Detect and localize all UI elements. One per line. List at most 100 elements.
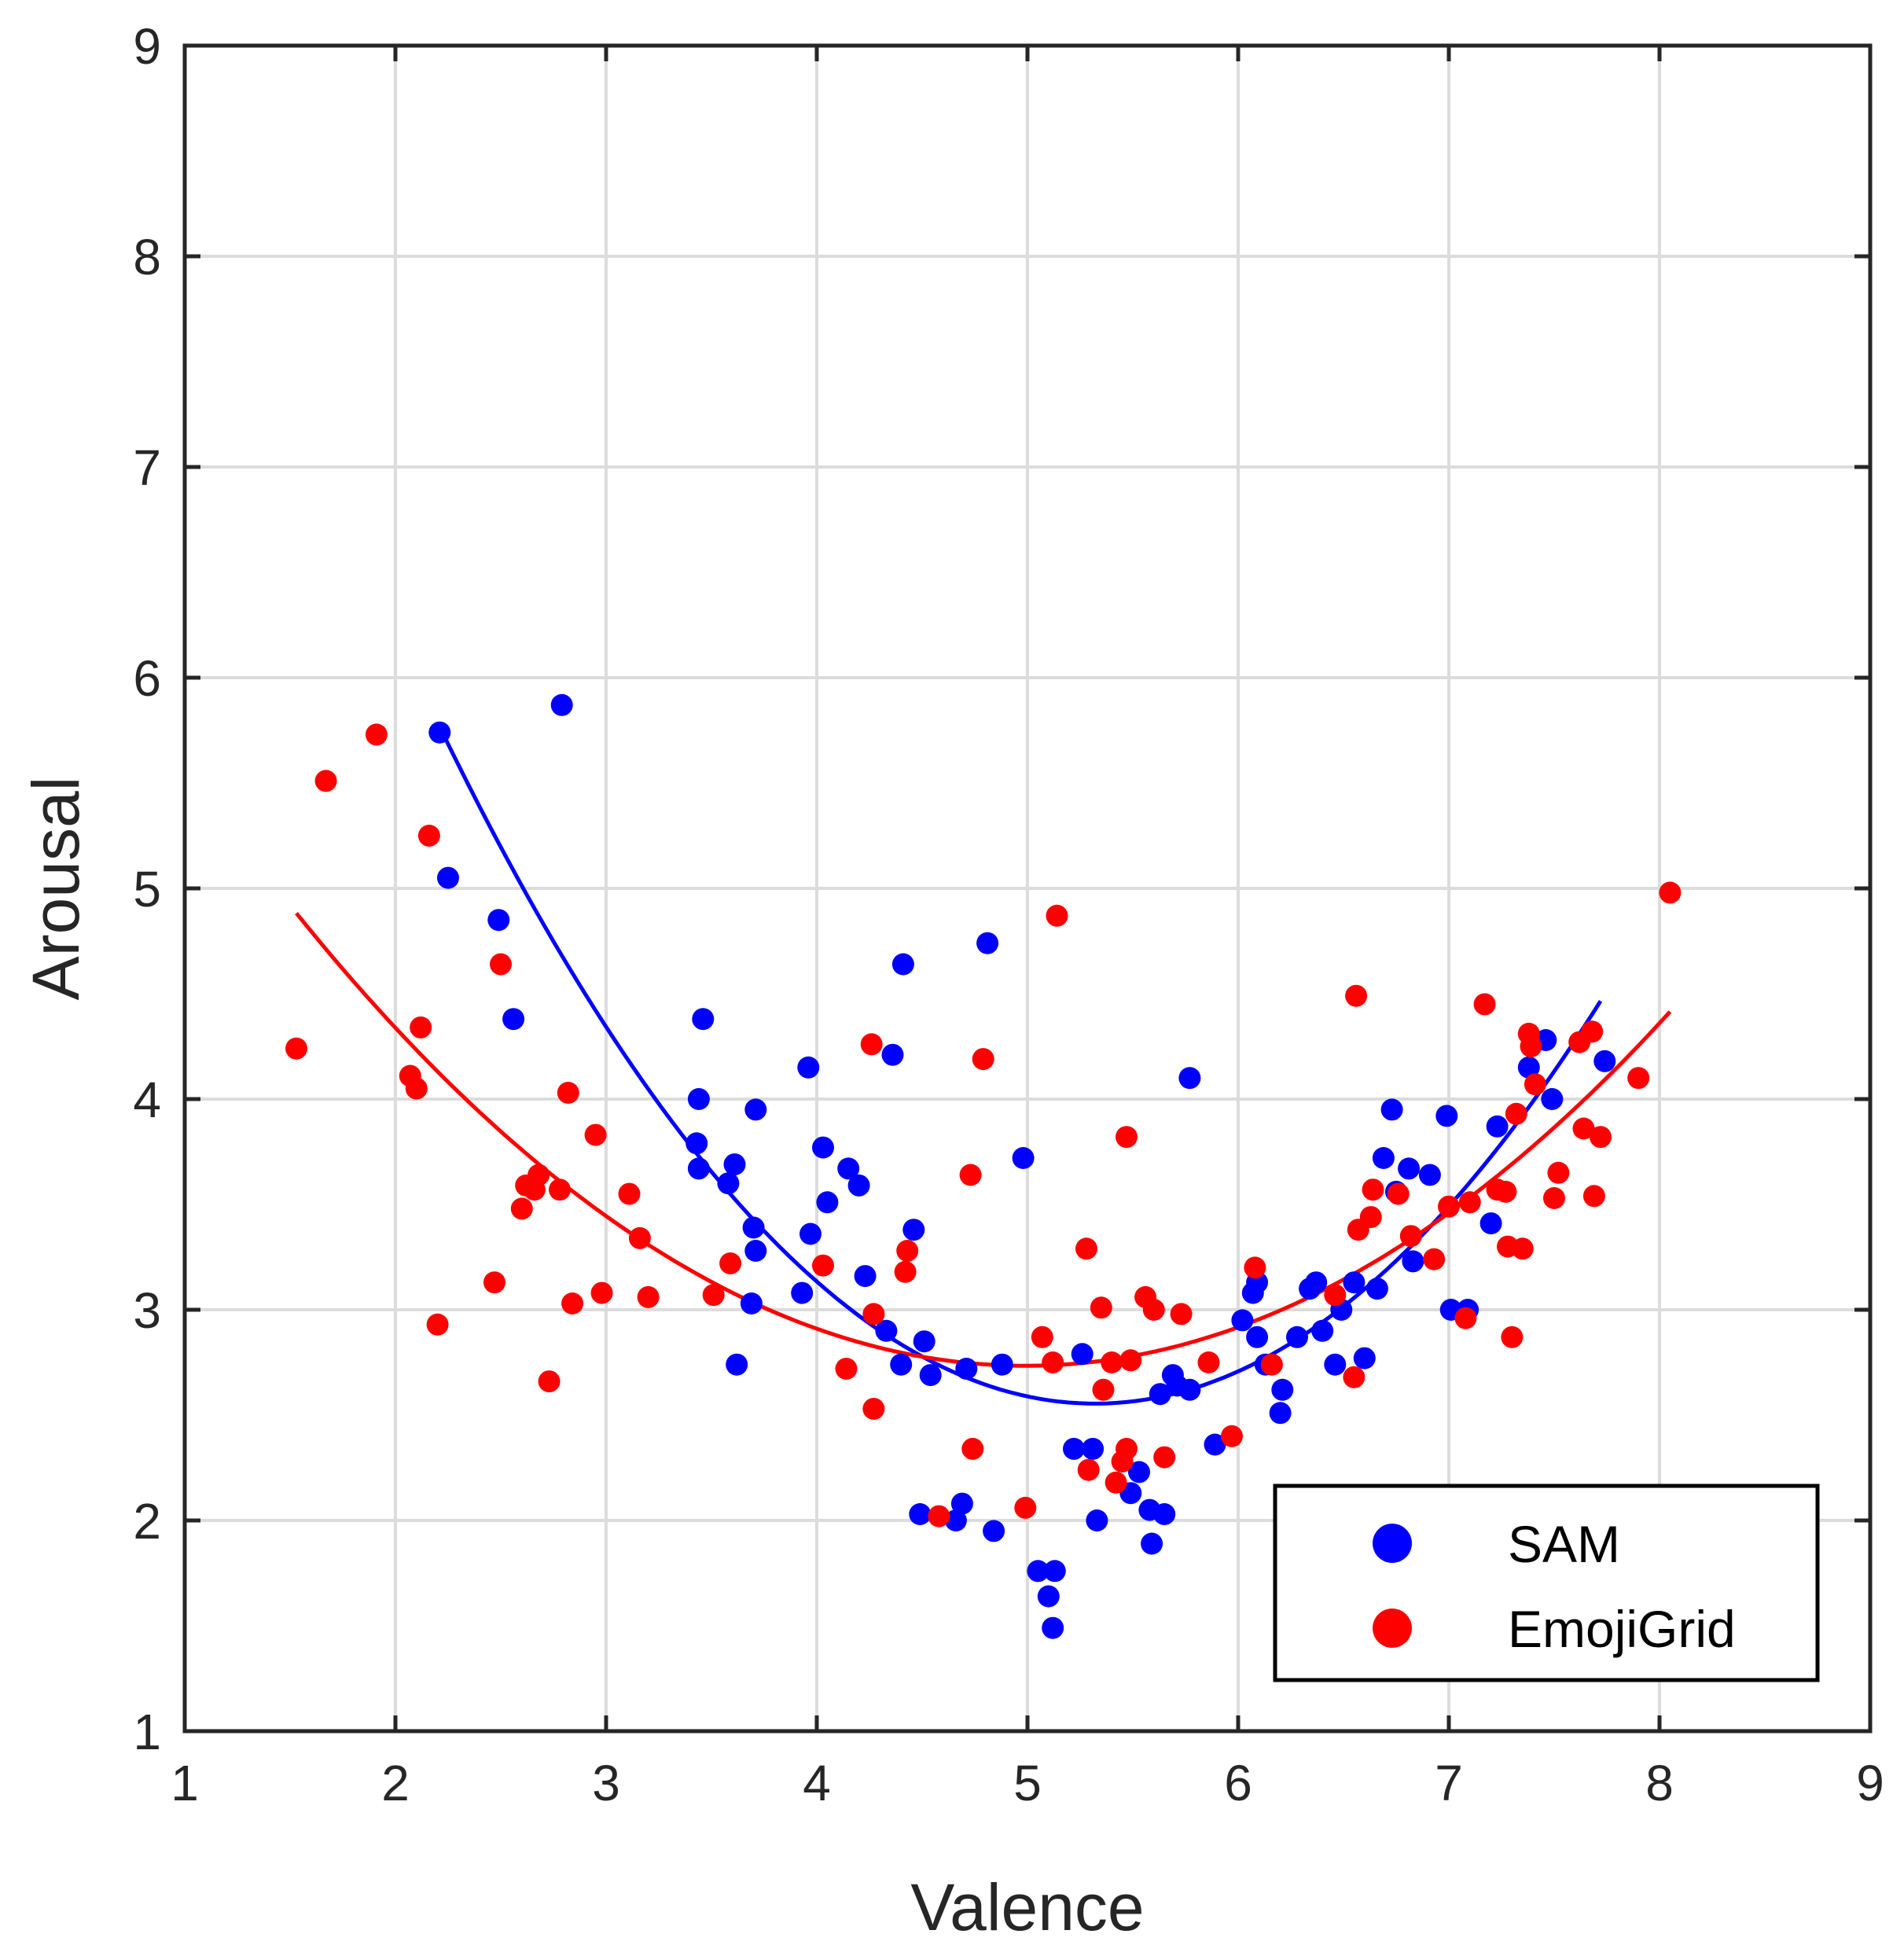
data-point-sam: [1479, 1212, 1502, 1235]
data-point-sam: [847, 1174, 870, 1197]
data-point-emojigrid: [538, 1370, 561, 1393]
data-point-emojigrid: [618, 1182, 641, 1205]
data-point-emojigrid: [628, 1226, 651, 1249]
data-point-sam: [1012, 1147, 1035, 1169]
fit-curve-emojigrid: [295, 912, 1672, 1368]
y-axis-label: Arousal: [19, 777, 93, 1001]
data-point-emojigrid: [894, 1260, 917, 1283]
data-point-sam: [1178, 1378, 1201, 1401]
y-tick-label: 2: [133, 1493, 161, 1550]
data-point-emojigrid: [1473, 993, 1496, 1016]
legend-box: [1273, 1484, 1820, 1682]
x-axis-label: Valence: [910, 1870, 1144, 1944]
data-point-sam: [1311, 1319, 1334, 1342]
fit-curves: [295, 726, 1672, 1406]
data-point-emojigrid: [1260, 1353, 1283, 1376]
data-point-sam: [1178, 1067, 1201, 1090]
data-point-emojigrid: [1359, 1206, 1382, 1229]
data-point-sam: [1324, 1353, 1347, 1376]
data-point-sam: [1372, 1147, 1395, 1169]
data-point-emojigrid: [1014, 1496, 1037, 1519]
data-point-sam: [1486, 1115, 1509, 1138]
data-point-sam: [1398, 1157, 1421, 1180]
data-point-emojigrid: [490, 953, 512, 976]
data-point-emojigrid: [928, 1505, 950, 1528]
data-point-emojigrid: [1572, 1117, 1595, 1140]
data-point-sam: [891, 953, 914, 976]
data-point-sam: [913, 1330, 935, 1353]
data-point-emojigrid: [1075, 1237, 1097, 1260]
data-point-sam: [797, 1056, 820, 1079]
data-point-sam: [1204, 1433, 1226, 1456]
data-point-sam: [1517, 1056, 1540, 1079]
data-point-emojigrid: [702, 1284, 725, 1307]
data-point-emojigrid: [1438, 1195, 1460, 1218]
data-point-emojigrid: [896, 1240, 919, 1262]
data-point-emojigrid: [365, 723, 388, 746]
data-point-emojigrid: [285, 1037, 307, 1060]
data-point-sam: [875, 1319, 898, 1342]
x-tick-labels: 1 2 3 4 5 6 7 8 9: [171, 1755, 1884, 1811]
data-point-emojigrid: [1244, 1256, 1266, 1279]
data-point-sam: [723, 1153, 746, 1176]
data-point-emojigrid: [1659, 881, 1682, 904]
legend: SAM EmojiGrid: [1273, 1484, 1820, 1682]
data-point-emojigrid: [1362, 1178, 1384, 1201]
data-point-sam: [1271, 1378, 1294, 1401]
data-point-sam: [991, 1353, 1013, 1376]
data-point-sam: [1153, 1503, 1176, 1525]
data-point-sam: [1380, 1098, 1403, 1121]
data-point-emojigrid: [1142, 1299, 1165, 1321]
x-tick-label: 9: [1856, 1755, 1884, 1811]
data-point-sam: [1149, 1383, 1171, 1406]
data-point-sam: [687, 1157, 710, 1180]
y-tick-label: 3: [133, 1282, 161, 1339]
data-point-emojigrid: [314, 770, 337, 792]
data-point-emojigrid: [1454, 1307, 1477, 1329]
legend-marker-emojigrid: [1373, 1609, 1412, 1648]
data-point-sam: [976, 932, 999, 954]
data-point-emojigrid: [1046, 904, 1068, 927]
data-point-emojigrid: [1170, 1303, 1193, 1325]
data-point-emojigrid: [510, 1197, 533, 1220]
data-point-sam: [1246, 1325, 1269, 1348]
data-point-sam: [812, 1136, 834, 1159]
data-point-emojigrid: [1399, 1225, 1422, 1248]
data-point-emojigrid: [1581, 1020, 1604, 1043]
data-point-sam: [1343, 1271, 1366, 1294]
data-point-emojigrid: [561, 1292, 584, 1314]
data-point-emojigrid: [584, 1123, 607, 1146]
data-point-sam: [955, 1358, 978, 1380]
data-point-sam: [1353, 1347, 1376, 1370]
x-tick-label: 5: [1013, 1755, 1042, 1811]
data-point-sam: [744, 1098, 767, 1121]
data-point-emojigrid: [1590, 1126, 1612, 1149]
data-point-sam: [1027, 1560, 1049, 1583]
data-point-sam: [487, 909, 510, 932]
x-tick-label: 7: [1435, 1755, 1463, 1811]
data-point-emojigrid: [1221, 1425, 1243, 1447]
data-point-emojigrid: [405, 1077, 428, 1100]
data-point-sam: [1082, 1437, 1105, 1460]
data-point-emojigrid: [426, 1313, 449, 1336]
data-point-sam: [890, 1353, 913, 1376]
data-point-sam: [740, 1292, 763, 1314]
data-point-sam: [1269, 1402, 1292, 1425]
data-point-emojigrid: [1105, 1471, 1127, 1494]
y-tick-label: 4: [133, 1072, 161, 1128]
data-point-sam: [1402, 1250, 1424, 1273]
legend-label-sam: SAM: [1508, 1515, 1620, 1573]
data-point-emojigrid: [1505, 1102, 1527, 1125]
data-point-sam: [550, 693, 573, 716]
data-point-sam: [909, 1503, 932, 1525]
data-point-emojigrid: [1092, 1378, 1115, 1401]
axis-ticks: [182, 43, 1873, 1734]
data-point-emojigrid: [1524, 1073, 1546, 1096]
data-point-sam: [1042, 1616, 1064, 1639]
data-point-sam: [726, 1353, 748, 1376]
data-point-sam: [1286, 1325, 1308, 1348]
data-point-emojigrid: [549, 1178, 571, 1201]
y-tick-labels: 1 2 3 4 5 6 7 8 9: [133, 18, 161, 1760]
data-point-sam: [881, 1043, 904, 1066]
